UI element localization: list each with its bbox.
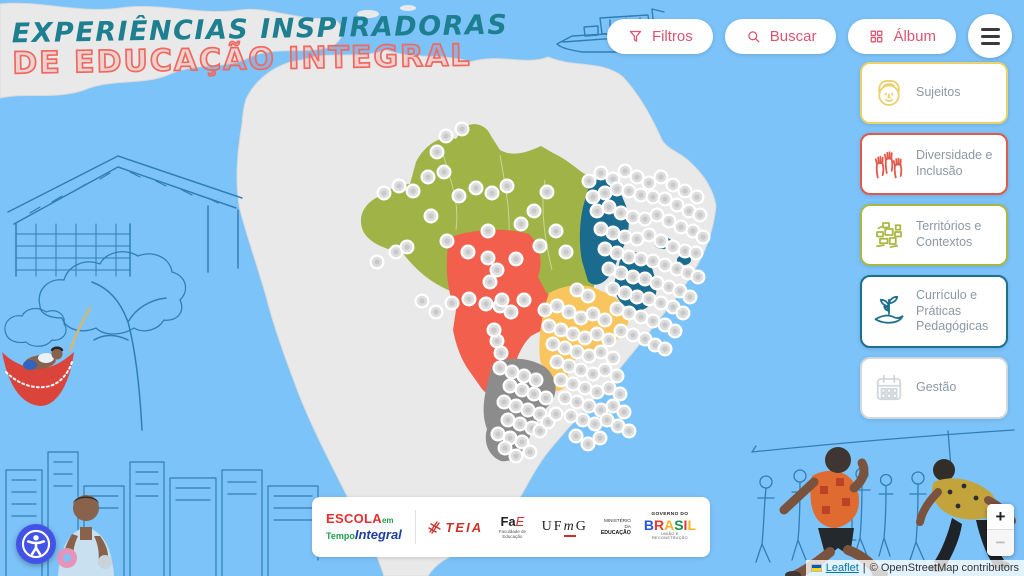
map-island — [357, 10, 379, 18]
filter-card-label: Diversidade e Inclusão — [916, 148, 993, 178]
boy-photo-illustration — [57, 495, 114, 576]
governo-brasil-logo: GOVERNO DO BRASIL UNIÃO E RECONSTRUÇÃO — [643, 512, 696, 540]
ministerio-educacao-logo: MINISTÉRIO DA EDUCAÇÃO — [600, 517, 631, 536]
tree-sketch-illustration — [4, 251, 187, 431]
accessibility-icon — [21, 529, 51, 559]
hand-plant-icon — [871, 293, 907, 329]
album-button[interactable]: Álbum — [848, 18, 956, 54]
fae-ufmg-logo: FaE Faculdade de Educação — [498, 514, 527, 539]
filter-card-label: Currículo e Práticas Pedagógicas — [916, 288, 989, 334]
escola-tempo-integral-logo: ESCOLAem TempoIntegral — [326, 511, 402, 542]
face-icon — [871, 75, 907, 111]
header-bar: Filtros Buscar Álbum — [606, 14, 1012, 58]
raised-hands-icon — [871, 146, 907, 182]
zoom-in-button[interactable]: + — [987, 504, 1014, 530]
category-sidebar: Sujeitos Diversidade e Inclusão Territór… — [860, 62, 1008, 419]
ukraine-flag-icon — [810, 564, 822, 572]
illustrations — [2, 8, 1016, 576]
map-island — [400, 5, 416, 11]
attribution-separator: | — [862, 562, 866, 574]
grid-icon — [871, 30, 883, 42]
filter-card-label: Gestão — [916, 380, 957, 395]
hamburger-icon — [980, 27, 1000, 31]
teia-logo: TEIA — [428, 520, 483, 535]
partner-logo-bar: ESCOLAem TempoIntegral TEIA FaE Faculdad… — [312, 497, 710, 557]
accessibility-button[interactable] — [16, 524, 56, 564]
filter-card[interactable]: Sujeitos — [860, 62, 1008, 124]
logo-divider — [414, 510, 416, 544]
album-label: Álbum — [893, 27, 936, 45]
map-region-north[interactable] — [360, 124, 605, 311]
search-icon — [748, 30, 760, 42]
map-markers[interactable] — [369, 121, 711, 464]
gov-brasil-letters: BRASIL — [643, 517, 696, 534]
filtros-label: Filtros — [651, 27, 693, 45]
menu-button[interactable] — [968, 14, 1012, 58]
page-title: EXPERIÊNCIAS INSPIRADORAS DE EDUCAÇÃO IN… — [11, 10, 510, 83]
leaflet-link[interactable]: Leaflet — [825, 562, 859, 574]
teia-strokes-icon — [428, 521, 442, 534]
buscar-label: Buscar — [769, 27, 817, 45]
filter-card[interactable]: Diversidade e Inclusão — [860, 133, 1008, 195]
osm-attribution-text: © OpenStreetMap contributors — [869, 562, 1019, 574]
house-sketch-illustration — [7, 155, 243, 277]
map-attribution: Leaflet | © OpenStreetMap contributors — [805, 560, 1024, 576]
city-sketch-illustration — [5, 451, 319, 576]
filter-card-label: Territórios e Contextos — [916, 219, 982, 249]
filter-card-label: Sujeitos — [916, 85, 961, 100]
territory-blocks-icon — [871, 217, 907, 253]
filter-card[interactable]: Gestão — [860, 356, 1008, 419]
filter-card[interactable]: Territórios e Contextos — [860, 204, 1008, 266]
funnel-icon — [629, 30, 642, 42]
map-zoom-control: + − — [987, 504, 1014, 556]
filtros-button[interactable]: Filtros — [606, 18, 713, 54]
buscar-button[interactable]: Buscar — [724, 18, 837, 54]
calendar-icon — [871, 370, 907, 406]
zoom-out-button[interactable]: − — [987, 530, 1014, 556]
hammock-child-illustration — [2, 306, 92, 406]
map-land-central-america — [0, 2, 343, 99]
filter-card[interactable]: Currículo e Práticas Pedagógicas — [860, 275, 1008, 348]
ufmg-logo: UFmG — [542, 519, 588, 537]
